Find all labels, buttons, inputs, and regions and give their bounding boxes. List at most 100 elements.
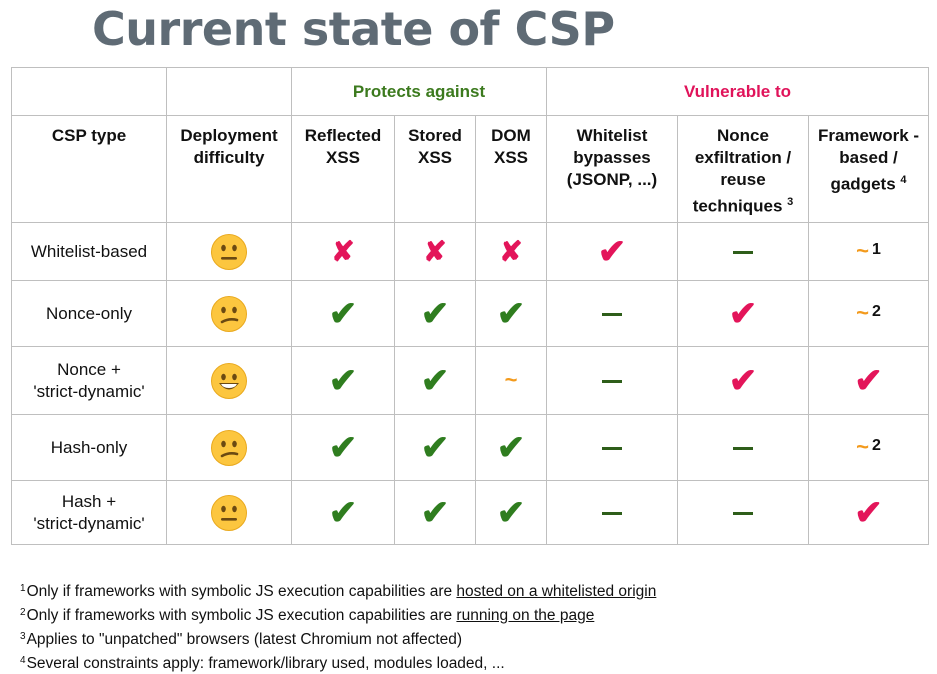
empty-corner-cell xyxy=(166,67,292,116)
green-check-icon: ✔ xyxy=(328,493,358,532)
green-check-icon: ✔ xyxy=(420,294,450,333)
red-check-icon: ✔ xyxy=(854,493,883,532)
dom-xss-cell: ✔ xyxy=(475,414,547,481)
stored-xss-cell: ✘ xyxy=(394,222,476,281)
deployment-difficulty-cell xyxy=(166,346,292,415)
footnote-text: Applies to "unpatched" browsers (latest … xyxy=(26,631,463,648)
framework-gadgets-cell: ✔ xyxy=(808,480,929,545)
confused-face-icon xyxy=(211,429,247,466)
deployment-difficulty-cell xyxy=(166,414,292,481)
dash-icon xyxy=(602,379,622,383)
col-header-deployment-difficulty: Deployment difficulty xyxy=(166,115,292,223)
tilde-icon: ~ xyxy=(504,366,518,392)
footnote-ref: 1 xyxy=(871,241,881,258)
footnote-text: Only if frameworks with symbolic JS exec… xyxy=(26,583,457,600)
dash-icon xyxy=(602,511,622,515)
footnote-1: 1Only if frameworks with symbolic JS exe… xyxy=(20,578,656,602)
footnote-3: 3Applies to "unpatched" browsers (latest… xyxy=(20,626,656,650)
tilde-icon: ~ xyxy=(856,238,869,263)
footnote-ref: 2 xyxy=(871,303,881,320)
whitelist-bypass-cell xyxy=(546,346,678,415)
partial-tilde: ~2 xyxy=(856,302,881,324)
footnote-number: 4 xyxy=(20,655,26,666)
footnote-number: 1 xyxy=(20,583,26,594)
reflected-xss-cell: ✘ xyxy=(291,222,395,281)
deployment-difficulty-cell xyxy=(166,480,292,545)
dash-icon xyxy=(733,446,753,450)
table-row: Nonce-only ✔ ✔ ✔ ✔ ~2 xyxy=(11,280,929,347)
vulnerable-to-header: Vulnerable to xyxy=(546,67,929,116)
col-header-nonce-exfiltration: Nonce exfiltration / reuse techniques 3 xyxy=(677,115,809,223)
col-header-stored-xss: Stored XSS xyxy=(394,115,476,223)
table-row: Nonce +'strict-dynamic' ✔ ✔ ~ ✔ ✔ xyxy=(11,346,929,415)
tilde-icon: ~ xyxy=(856,300,869,325)
reflected-xss-cell: ✔ xyxy=(291,414,395,481)
red-cross-icon: ✘ xyxy=(331,235,355,267)
green-check-icon: ✔ xyxy=(328,294,358,333)
red-cross-icon: ✘ xyxy=(499,235,523,267)
empty-corner-cell xyxy=(11,67,167,116)
framework-gadgets-cell: ~1 xyxy=(808,222,929,281)
dash-icon xyxy=(733,511,753,515)
red-check-icon: ✔ xyxy=(728,361,758,400)
neutral-face-icon xyxy=(211,494,247,531)
stored-xss-cell: ✔ xyxy=(394,480,476,545)
green-check-icon: ✔ xyxy=(420,361,450,400)
whitelist-bypass-cell xyxy=(546,414,678,481)
green-check-icon: ✔ xyxy=(328,428,358,467)
footnote-4: 4Several constraints apply: framework/li… xyxy=(20,650,656,674)
footnote-ref: 4 xyxy=(900,174,907,186)
table-row: Whitelist-based ✘ ✘ ✘ ✔ ~1 xyxy=(11,222,929,281)
csp-type-label: Nonce +'strict-dynamic' xyxy=(11,346,167,415)
dom-xss-cell: ✘ xyxy=(475,222,547,281)
csp-type-label: Whitelist-based xyxy=(11,222,167,281)
csp-type-label: Hash +'strict-dynamic' xyxy=(11,480,167,545)
footnote-text: Only if frameworks with symbolic JS exec… xyxy=(26,607,457,624)
whitelist-bypass-cell xyxy=(546,280,678,347)
partial-tilde: ~1 xyxy=(856,240,881,262)
dash-icon xyxy=(602,312,622,316)
nonce-exfiltration-cell xyxy=(677,222,809,281)
stored-xss-cell: ✔ xyxy=(394,414,476,481)
nonce-exfiltration-cell: ✔ xyxy=(677,280,809,347)
red-check-icon: ✔ xyxy=(728,294,758,333)
framework-gadgets-cell: ✔ xyxy=(808,346,929,415)
footnote-number: 2 xyxy=(20,607,26,618)
dom-xss-cell: ✔ xyxy=(475,480,547,545)
neutral-face-icon xyxy=(211,233,247,270)
green-check-icon: ✔ xyxy=(496,428,526,467)
column-header-row: CSP type Deployment difficulty Reflected… xyxy=(11,115,929,223)
table-body: Whitelist-based ✘ ✘ ✘ ✔ ~1 Nonce-only ✔ ✔ ✔ ✔ ~2 Non… xyxy=(11,222,929,545)
dash-icon xyxy=(733,250,753,254)
stored-xss-cell: ✔ xyxy=(394,346,476,415)
green-check-icon: ✔ xyxy=(420,493,450,532)
nonce-exfil-label: Nonce exfiltration / reuse techniques xyxy=(692,126,792,216)
deployment-difficulty-cell xyxy=(166,280,292,347)
footnote-link[interactable]: running on the page xyxy=(456,607,595,624)
framework-gadgets-cell: ~2 xyxy=(808,414,929,481)
page-title: Current state of CSP xyxy=(92,2,615,56)
green-check-icon: ✔ xyxy=(420,428,450,467)
table-row: Hash +'strict-dynamic' ✔ ✔ ✔ ✔ xyxy=(11,480,929,545)
footnote-ref: 3 xyxy=(787,196,794,208)
nonce-exfiltration-cell: ✔ xyxy=(677,346,809,415)
group-header-row: Protects against Vulnerable to xyxy=(11,67,929,116)
reflected-xss-cell: ✔ xyxy=(291,480,395,545)
col-header-reflected-xss: Reflected XSS xyxy=(291,115,395,223)
whitelist-bypass-cell xyxy=(546,480,678,545)
framework-gadgets-cell: ~2 xyxy=(808,280,929,347)
nonce-exfiltration-cell xyxy=(677,414,809,481)
protects-against-header: Protects against xyxy=(291,67,547,116)
dom-xss-cell: ✔ xyxy=(475,280,547,347)
footnote-ref: 2 xyxy=(871,437,881,454)
csp-type-label: Nonce-only xyxy=(11,280,167,347)
framework-label: Framework -based / gadgets xyxy=(817,126,920,194)
reflected-xss-cell: ✔ xyxy=(291,280,395,347)
red-check-icon: ✔ xyxy=(854,361,883,400)
dom-xss-cell: ~ xyxy=(475,346,547,415)
csp-comparison-table: Protects against Vulnerable to CSP type … xyxy=(11,67,929,545)
footnote-link[interactable]: hosted on a whitelisted origin xyxy=(456,583,657,600)
partial-tilde: ~2 xyxy=(856,436,881,458)
col-header-whitelist-bypasses: Whitelist bypasses (JSONP, ...) xyxy=(546,115,678,223)
col-header-framework-gadgets: Framework -based / gadgets 4 xyxy=(808,115,929,223)
